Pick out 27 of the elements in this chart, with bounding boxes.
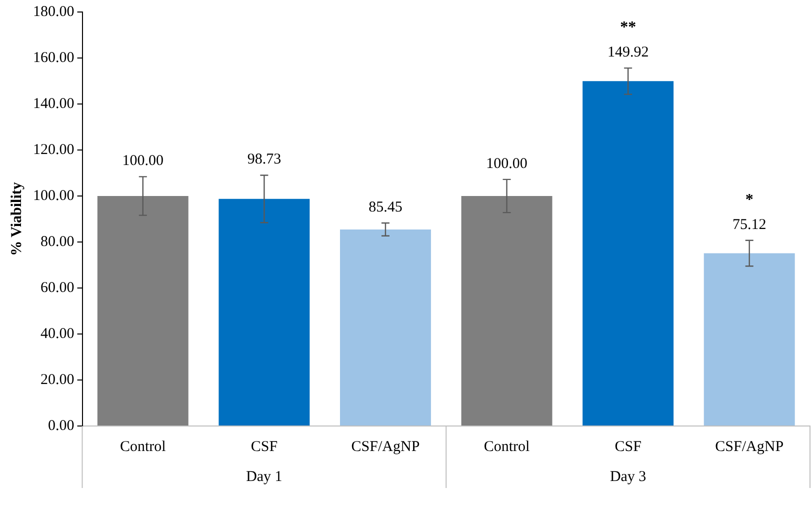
data-label: 85.45: [368, 199, 402, 216]
y-tick-label: 120.00: [33, 142, 74, 158]
annotation: **: [620, 19, 636, 36]
data-label: 100.00: [486, 156, 528, 172]
y-tick-label: 180.00: [33, 4, 74, 20]
text: Day 3: [610, 468, 646, 485]
y-tick-label: 0.00: [48, 418, 74, 434]
data-label: 75.12: [732, 216, 766, 233]
x-tick-label: CSF: [250, 438, 278, 455]
y-tick-label: 40.00: [40, 326, 74, 342]
y-tick-label: 20.00: [40, 372, 74, 388]
data-label: 149.92: [607, 44, 649, 61]
x-tick-label: Control: [484, 438, 530, 455]
x-tick-label: CSF/AgNP: [715, 438, 784, 455]
y-tick-label: 100.00: [33, 188, 74, 204]
y-tick-label: 80.00: [40, 234, 74, 250]
x-tick-label: CSF/AgNP: [351, 438, 420, 455]
data-label: 98.73: [247, 152, 282, 168]
y-tick-label: 140.00: [33, 96, 74, 112]
annotation: *: [745, 191, 754, 208]
x-tick-label: Control: [120, 438, 166, 455]
x-tick-label: CSF: [614, 438, 642, 455]
y-axis-title: % Viability: [8, 182, 25, 256]
y-tick-label: 60.00: [40, 280, 74, 296]
y-tick-label: 160.00: [33, 50, 74, 66]
text: Day 1: [246, 468, 282, 485]
data-label: 100.00: [122, 153, 164, 170]
